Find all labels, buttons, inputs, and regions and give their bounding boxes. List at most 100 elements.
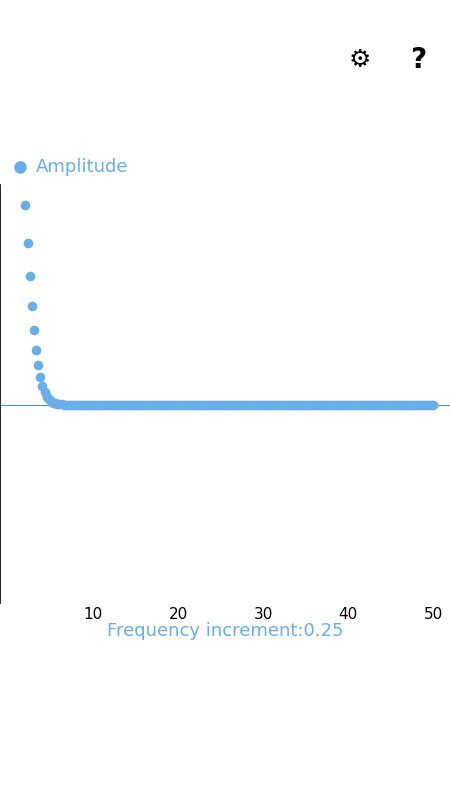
Point <box>151 398 158 411</box>
Point <box>54 398 61 410</box>
Point <box>304 398 311 411</box>
Point <box>310 398 318 411</box>
Point <box>270 398 277 411</box>
Point <box>141 398 148 411</box>
Point <box>28 299 36 312</box>
Point <box>62 398 69 411</box>
Point <box>75 398 82 411</box>
Point <box>26 270 33 283</box>
Point <box>79 398 86 411</box>
Point <box>423 398 430 411</box>
Point <box>370 398 377 411</box>
Point <box>47 395 54 408</box>
Point <box>251 398 258 411</box>
Point <box>330 398 337 411</box>
Point <box>268 398 275 411</box>
Text: ⚙: ⚙ <box>349 48 371 72</box>
Point <box>135 398 142 411</box>
Point <box>393 398 400 411</box>
Point <box>211 398 218 411</box>
Point <box>298 398 305 411</box>
Point <box>219 398 226 411</box>
Point <box>171 398 178 411</box>
Point <box>166 398 173 411</box>
Point <box>149 398 157 411</box>
Point <box>39 379 46 392</box>
Point <box>115 398 122 411</box>
Point <box>376 398 383 411</box>
Point <box>215 398 222 411</box>
Point <box>126 398 133 411</box>
Point <box>209 398 216 411</box>
Point <box>382 398 390 411</box>
Point <box>58 398 65 411</box>
Point <box>368 398 375 411</box>
Point <box>113 398 120 411</box>
Point <box>14 37 21 50</box>
Point <box>43 390 50 403</box>
Text: ⊙: ⊙ <box>281 46 304 74</box>
Point <box>132 398 140 411</box>
Point <box>143 398 150 411</box>
Point <box>124 398 131 411</box>
Point <box>315 398 322 411</box>
Point <box>245 398 252 411</box>
Point <box>336 398 343 411</box>
Point <box>173 398 180 411</box>
Point <box>217 398 225 411</box>
Point <box>334 398 341 411</box>
Point <box>419 398 426 411</box>
Point <box>153 398 161 411</box>
Point <box>429 398 436 411</box>
Point <box>364 398 371 411</box>
Point <box>353 398 360 411</box>
Point <box>120 398 127 411</box>
Point <box>68 398 76 411</box>
Point <box>100 398 108 411</box>
Point <box>86 398 93 411</box>
Point <box>387 398 394 411</box>
Text: FREQUENCY: FREQUENCY <box>267 108 408 128</box>
Point <box>64 398 72 411</box>
Point <box>52 397 59 410</box>
Point <box>240 398 248 411</box>
Point <box>355 398 362 411</box>
Text: ○: ○ <box>215 755 235 775</box>
Point <box>67 398 74 411</box>
Point <box>277 398 284 411</box>
Point <box>204 398 212 411</box>
Point <box>328 398 335 411</box>
Point <box>179 398 186 411</box>
Point <box>385 398 392 411</box>
Point <box>175 398 182 411</box>
Point <box>428 398 435 411</box>
Point <box>253 398 261 411</box>
Point <box>189 398 197 411</box>
Point <box>414 398 422 411</box>
Text: ▢: ▢ <box>327 755 348 775</box>
Point <box>200 398 207 411</box>
Point <box>340 398 347 411</box>
Point <box>177 398 184 411</box>
Point <box>207 398 214 411</box>
Point <box>117 398 125 411</box>
Point <box>255 398 262 411</box>
Point <box>56 398 63 410</box>
Point <box>130 398 137 411</box>
Point <box>71 398 78 411</box>
Point <box>105 398 112 411</box>
Text: T: T <box>105 108 120 128</box>
Point <box>230 398 237 411</box>
Point <box>408 398 415 411</box>
Point <box>158 398 165 411</box>
Point <box>398 398 405 411</box>
Point <box>391 398 398 411</box>
Point <box>247 398 254 411</box>
Point <box>41 386 48 398</box>
Point <box>360 398 367 411</box>
Point <box>281 398 288 411</box>
Point <box>243 398 250 411</box>
Point <box>202 398 210 411</box>
Point <box>317 398 324 411</box>
Point <box>98 398 105 411</box>
